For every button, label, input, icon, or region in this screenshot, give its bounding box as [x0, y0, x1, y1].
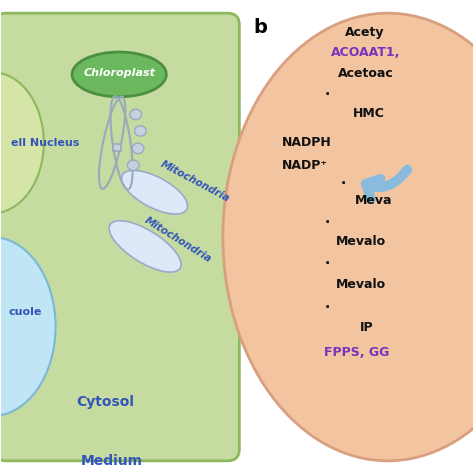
Ellipse shape: [0, 237, 55, 416]
Text: ·: ·: [324, 88, 329, 102]
Ellipse shape: [135, 126, 146, 136]
Text: Mevalo: Mevalo: [336, 235, 386, 248]
Text: HMC: HMC: [353, 107, 384, 120]
Text: Mevalo: Mevalo: [336, 278, 386, 291]
Text: ell Nucleus: ell Nucleus: [11, 138, 79, 148]
Ellipse shape: [121, 170, 188, 214]
Text: ·: ·: [341, 177, 346, 191]
FancyArrowPatch shape: [366, 170, 407, 199]
Text: ·: ·: [324, 301, 329, 315]
Text: IP: IP: [359, 321, 373, 334]
Text: Medium: Medium: [81, 454, 143, 468]
Text: FPPS, GG: FPPS, GG: [324, 346, 390, 359]
Ellipse shape: [223, 13, 474, 461]
Ellipse shape: [128, 160, 139, 171]
Text: Acetoac: Acetoac: [338, 67, 394, 80]
Text: Mitochondria: Mitochondria: [159, 159, 232, 204]
Ellipse shape: [130, 109, 142, 119]
Text: NADPH: NADPH: [282, 136, 331, 149]
Ellipse shape: [109, 221, 181, 272]
Text: Mitochondria: Mitochondria: [143, 215, 213, 264]
FancyBboxPatch shape: [0, 13, 239, 461]
Text: Cytosol: Cytosol: [76, 395, 134, 409]
Text: Acety: Acety: [346, 26, 385, 38]
Text: Meva: Meva: [355, 194, 392, 207]
Text: NADP⁺: NADP⁺: [282, 159, 328, 172]
Text: cuole: cuole: [9, 308, 42, 318]
FancyBboxPatch shape: [113, 144, 121, 151]
Text: b: b: [254, 18, 267, 37]
Ellipse shape: [0, 72, 44, 213]
Ellipse shape: [72, 52, 166, 97]
Text: Chloroplast: Chloroplast: [83, 68, 155, 78]
Text: ·: ·: [324, 257, 329, 271]
Ellipse shape: [132, 143, 144, 154]
Text: ACOAAT1,: ACOAAT1,: [331, 46, 401, 59]
Text: ·: ·: [324, 216, 329, 230]
